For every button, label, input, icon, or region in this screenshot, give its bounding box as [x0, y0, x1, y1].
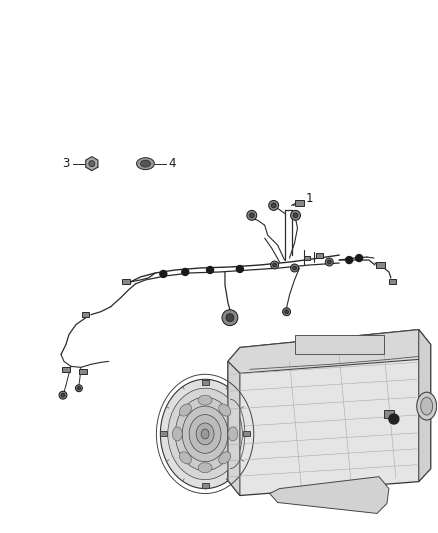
- FancyBboxPatch shape: [377, 262, 385, 268]
- FancyBboxPatch shape: [304, 256, 311, 260]
- Circle shape: [75, 385, 82, 392]
- Ellipse shape: [201, 429, 209, 439]
- Ellipse shape: [182, 406, 228, 462]
- Circle shape: [160, 270, 167, 278]
- Ellipse shape: [219, 404, 231, 416]
- Polygon shape: [228, 329, 431, 373]
- Circle shape: [271, 261, 279, 269]
- FancyBboxPatch shape: [295, 200, 304, 206]
- FancyBboxPatch shape: [79, 369, 87, 374]
- Circle shape: [249, 213, 254, 218]
- Circle shape: [268, 200, 279, 211]
- Circle shape: [293, 213, 298, 218]
- FancyBboxPatch shape: [201, 380, 208, 385]
- FancyBboxPatch shape: [244, 431, 250, 437]
- Ellipse shape: [160, 379, 250, 489]
- Circle shape: [182, 269, 189, 276]
- Circle shape: [285, 310, 289, 314]
- Text: 3: 3: [62, 157, 70, 170]
- Circle shape: [346, 256, 353, 263]
- Circle shape: [356, 255, 363, 262]
- Ellipse shape: [219, 452, 231, 464]
- Polygon shape: [270, 477, 389, 513]
- Circle shape: [222, 310, 238, 326]
- FancyBboxPatch shape: [201, 483, 208, 488]
- Polygon shape: [419, 329, 431, 482]
- FancyBboxPatch shape: [160, 431, 167, 437]
- Ellipse shape: [180, 452, 191, 464]
- Circle shape: [290, 264, 298, 272]
- Circle shape: [325, 258, 333, 266]
- Circle shape: [226, 314, 234, 321]
- FancyBboxPatch shape: [384, 410, 394, 418]
- Circle shape: [237, 265, 244, 272]
- Ellipse shape: [141, 160, 150, 167]
- Circle shape: [77, 386, 81, 390]
- FancyBboxPatch shape: [316, 253, 323, 257]
- FancyBboxPatch shape: [294, 335, 384, 354]
- FancyBboxPatch shape: [122, 279, 130, 285]
- Circle shape: [89, 160, 95, 167]
- Ellipse shape: [417, 392, 437, 420]
- Circle shape: [59, 391, 67, 399]
- Text: 4: 4: [169, 157, 176, 170]
- Ellipse shape: [421, 397, 433, 415]
- Ellipse shape: [189, 415, 221, 453]
- FancyBboxPatch shape: [62, 367, 70, 372]
- Polygon shape: [228, 361, 240, 496]
- FancyBboxPatch shape: [389, 279, 396, 285]
- Circle shape: [389, 414, 399, 424]
- Circle shape: [327, 260, 331, 264]
- Ellipse shape: [196, 423, 214, 445]
- Circle shape: [290, 211, 300, 220]
- Ellipse shape: [168, 388, 242, 480]
- Polygon shape: [228, 329, 431, 496]
- Circle shape: [293, 266, 297, 270]
- Circle shape: [61, 393, 65, 397]
- Circle shape: [207, 266, 214, 273]
- Ellipse shape: [137, 158, 155, 169]
- Ellipse shape: [175, 397, 235, 471]
- Ellipse shape: [180, 404, 191, 416]
- Circle shape: [247, 211, 257, 220]
- Ellipse shape: [198, 395, 212, 405]
- FancyBboxPatch shape: [82, 312, 89, 317]
- Circle shape: [273, 263, 277, 267]
- Ellipse shape: [198, 463, 212, 473]
- Ellipse shape: [228, 427, 238, 441]
- Circle shape: [283, 308, 290, 316]
- Ellipse shape: [172, 427, 182, 441]
- Text: 1: 1: [306, 192, 313, 205]
- Polygon shape: [86, 157, 98, 171]
- Circle shape: [271, 203, 276, 208]
